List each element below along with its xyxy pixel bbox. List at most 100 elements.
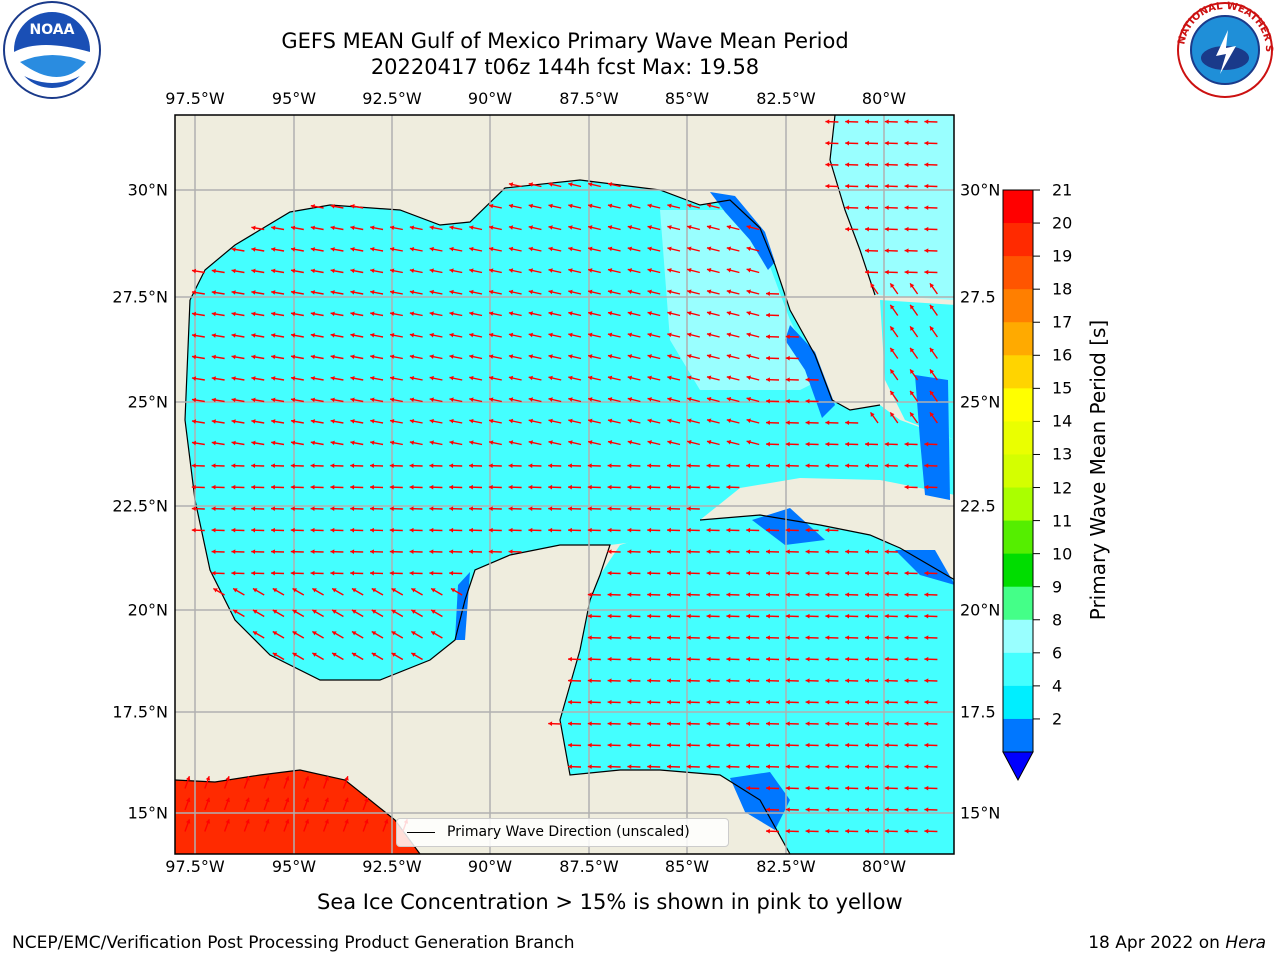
wave-arrow [924,613,938,619]
wave-arrow [528,311,542,317]
wave-arrow [369,549,384,554]
wave-arrow [785,398,799,404]
wave-arrow [845,785,859,791]
wave-arrow [627,721,641,726]
nws-logo-icon: NATIONAL WEATHER SERVICE [1170,0,1274,98]
wave-arrow [370,311,384,317]
wave-arrow [666,549,681,554]
wave-arrow [884,119,898,124]
wave-arrow [290,354,304,360]
wave-arrow [686,699,700,705]
wave-arrow [765,377,780,382]
wave-arrow [508,527,522,533]
wave-arrow [409,375,423,381]
wave-arrow [864,269,879,275]
wave-arrow [666,570,681,576]
wave-arrow [290,506,304,511]
wave-arrow [508,246,522,252]
wave-arrow [409,440,423,446]
wave-arrow [330,354,344,360]
wave-arrow [389,397,403,403]
wave-arrow [706,613,720,619]
wave-arrow [410,587,423,596]
wave-arrow [243,797,250,811]
wave-arrow [929,347,938,359]
wave-arrow [726,764,740,769]
wave-arrow [223,797,230,811]
colorbar-under-extension [1002,751,1034,782]
wave-arrow [469,225,483,231]
wave-arrow [845,635,859,640]
wave-arrow [864,162,879,167]
wave-arrow [290,463,304,468]
colorbar-swatch [1003,553,1033,588]
wave-arrow [211,376,225,381]
wave-arrow [322,797,329,811]
wave-arrow [805,699,819,705]
colorbar-tick-label: 11 [1052,511,1073,531]
wave-arrow [627,246,641,252]
wave-arrow [909,368,919,381]
wave-arrow [765,635,780,640]
lon-label: 85°W [664,857,710,876]
wave-arrow [785,828,799,834]
colorbar-tick-label: 18 [1052,279,1073,299]
lon-label: 90°W [467,857,513,876]
wave-arrow [429,225,443,231]
wave-arrow [263,776,270,789]
colorbar-swatch [1003,289,1033,323]
wave-arrow [548,246,562,252]
wave-arrow [825,785,839,791]
wave-arrow [330,376,344,381]
wave-arrow [469,332,483,338]
wave-arrow [410,609,423,618]
wave-arrow [627,678,641,683]
wave-arrow [351,587,364,596]
wave-arrow [528,354,542,360]
wave-arrow [568,225,582,231]
wave-arrow [488,332,502,338]
wave-arrow [429,397,443,403]
wave-arrow [686,656,700,662]
wave-arrow [904,764,918,769]
wave-arrow [924,721,938,726]
wave-arrow [904,807,918,812]
wave-arrow [283,776,290,789]
wave-arrow [765,807,780,812]
credit-left: NCEP/EMC/Verification Post Processing Pr… [12,933,575,953]
wave-arrow [627,397,641,403]
wave-arrow [884,570,898,576]
wave-arrow [211,463,225,468]
wave-arrow [251,397,265,403]
wave-arrow [449,506,463,511]
wave-arrow [726,592,740,597]
wave-arrow [864,226,879,232]
wave-arrow [627,311,641,317]
wave-arrow [330,397,344,403]
wave-arrow [587,678,601,683]
wave-arrow [528,375,542,381]
wave-arrow [410,630,423,639]
wave-arrow [283,797,290,811]
wave-arrow [191,376,205,381]
wave-arrow [627,549,641,554]
wave-arrow [647,742,661,748]
wave-arrow [508,375,522,381]
wave-arrow [369,484,384,490]
wave-arrow [350,225,364,231]
wave-arrow [667,225,681,231]
wave-arrow [271,268,285,274]
wave-arrow [909,411,919,424]
wave-arrow [252,630,265,639]
wave-arrow [587,463,601,468]
wave-arrow [607,699,621,705]
wave-arrow [567,678,582,683]
wave-arrow [765,549,780,554]
wave-arrow [488,289,502,295]
wave-arrow [369,506,384,511]
wave-arrow [568,440,582,446]
wave-arrow [667,354,681,360]
wave-arrow [409,354,423,360]
wave-arrow [845,807,859,812]
wave-arrow [567,484,582,490]
